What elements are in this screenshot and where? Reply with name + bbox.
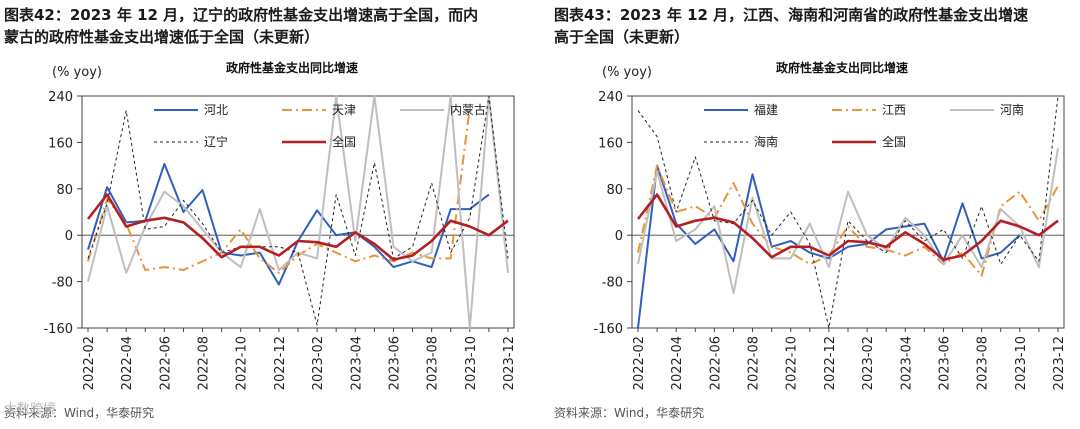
series-line-3 [87,95,509,326]
x-tick-label: 2023-12 [502,336,517,390]
x-tick-label: 2023-02 [861,336,876,390]
chart-title: 政府性基金支出同比增速 [776,60,908,75]
legend-entry: 全国 [832,134,906,149]
x-tick-label: 2023-12 [1052,336,1067,390]
figure-title-line-1: 图表43：2023 年 12 月，江西、海南和河南省的政府性基金支出增速 [554,6,1029,24]
x-tick-label: 2022-12 [273,336,288,390]
y-tick-label: -80 [602,276,623,291]
figure-panel-left: 图表42：2023 年 12 月，辽宁的政府性基金支出增速高于全国，而内 蒙古的… [4,0,534,429]
x-tick-label: 2023-10 [464,336,479,390]
legend-entry: 全国 [282,134,356,149]
y-tick-label: 160 [598,136,623,151]
legend-label: 全国 [332,134,356,149]
figure-title: 图表42：2023 年 12 月，辽宁的政府性基金支出增速高于全国，而内 蒙古的… [4,4,524,48]
y-tick-label: -80 [52,276,73,291]
x-tick-label: 2022-02 [82,336,97,390]
y-tick-label: 0 [65,229,73,244]
x-tick-label: 2022-06 [158,336,173,390]
legend-entry: 河北 [154,103,228,117]
y-tick-label: 0 [615,229,623,244]
series-line-0 [87,162,490,286]
x-tick-label: 2023-04 [349,336,364,390]
x-tick-label: 2022-10 [235,336,250,390]
y-tick-label: -160 [593,322,623,337]
x-tick-label: 2022-04 [120,336,135,390]
y-tick-label: 160 [48,136,73,151]
series-line-3 [637,95,1059,329]
legend-label: 河北 [204,103,228,117]
figure-title: 图表43：2023 年 12 月，江西、海南和河南省的政府性基金支出增速 高于全… [554,4,1074,48]
line-chart: (% yoy) 政府性基金支出同比增速 240 160 80 0 -80 -160 2022-0… [43,60,517,390]
legend-label: 海南 [754,134,778,149]
y-tick-label: 80 [56,183,73,198]
source-note: 资料来源：Wind，华泰研究 [554,406,705,420]
x-tick-label: 2023-08 [976,336,991,390]
legend-entry: 河南 [950,102,1024,117]
series-line-4 [86,193,509,261]
y-axis-unit-label: (% yoy) [602,65,652,80]
x-tick-label: 2022-08 [747,336,762,390]
legend-label: 福建 [754,102,778,117]
y-axis-unit-label: (% yoy) [52,65,102,80]
x-tick-label: 2022-12 [823,336,838,390]
line-chart: (% yoy) 政府性基金支出同比增速 240 160 80 0 -80 -160 2022-0… [593,60,1067,390]
x-tick-label: 2023-06 [387,336,402,390]
y-tick-label: 240 [598,90,623,105]
figure-title-line-2: 蒙古的政府性基金支出增速低于全国（未更新） [4,28,320,46]
source-note: 资料来源：Wind，华泰研究 [4,406,155,420]
legend-label: 江西 [882,103,906,117]
x-tick-label: 2023-02 [311,336,326,390]
x-tick-label: 2023-04 [899,336,914,390]
watermark-logo: 大数跨境 [4,402,57,417]
legend-entry: 福建 [704,102,778,117]
figure-title-line-2: 高于全国（未更新） [554,28,690,46]
x-tick-label: 2022-02 [632,336,647,390]
figure-panel-right: 图表43：2023 年 12 月，江西、海南和河南省的政府性基金支出增速 高于全… [554,0,1080,429]
legend-entry: 辽宁 [154,134,228,149]
chart-title: 政府性基金支出同比增速 [226,60,358,75]
legend-entry: 内蒙古 [400,102,486,117]
series-line-2 [87,95,509,329]
figure-title-line-1: 图表42：2023 年 12 月，辽宁的政府性基金支出增速高于全国，而内 [4,6,479,24]
x-tick-label: 2022-08 [197,336,212,390]
series-line-4 [636,193,1059,261]
y-tick-label: 80 [606,183,623,198]
y-tick-label: 240 [48,90,73,105]
legend-label: 辽宁 [204,134,228,149]
series-line-0 [637,164,1021,329]
series-line-2 [637,148,1059,295]
x-tick-label: 2023-06 [937,336,952,390]
legend-entry: 天津 [282,103,356,117]
legend-entry: 海南 [704,134,778,149]
x-tick-label: 2023-10 [1014,336,1029,390]
y-tick-label: -160 [43,322,73,337]
x-tick-label: 2022-06 [708,336,723,390]
x-tick-label: 2022-10 [785,336,800,390]
legend-label: 全国 [882,134,906,149]
legend-label: 天津 [332,103,356,117]
x-tick-label: 2023-08 [426,336,441,390]
legend-label: 内蒙古 [450,102,486,117]
legend-entry: 江西 [832,103,906,117]
x-tick-label: 2022-04 [670,336,685,390]
series-line-1 [87,107,471,274]
legend-label: 河南 [1000,102,1024,117]
